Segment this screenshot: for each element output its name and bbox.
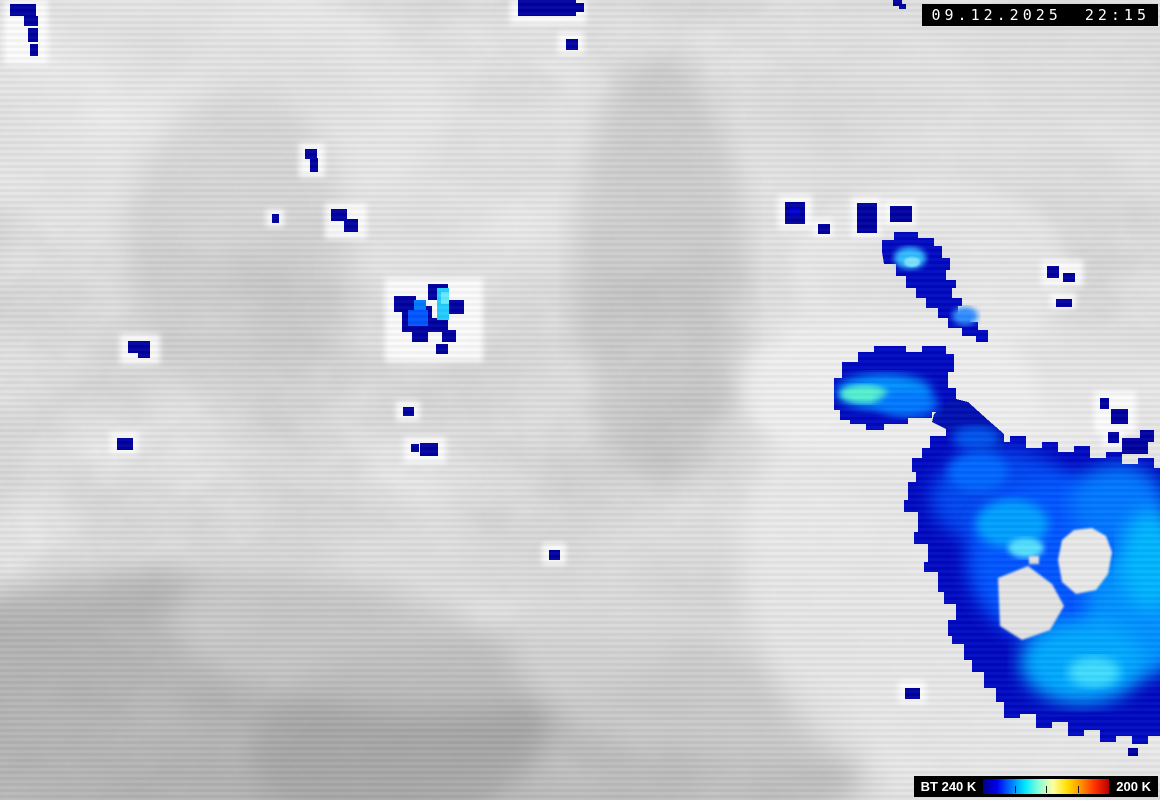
timestamp-text: 09.12.2025 22:15 [931,6,1150,24]
colorbar-tick [1014,786,1016,793]
colorbar-tick [1046,786,1048,793]
bt-legend-min-label: BT 240 K [920,779,977,794]
bt-legend-max-label: 200 K [1116,779,1151,794]
colorbar-gradient [982,778,1111,795]
bt-legend: BT 240 K 200 K [913,776,1158,797]
timestamp-overlay: 09.12.2025 22:15 [921,4,1158,26]
colorbar-tick [1077,786,1079,793]
